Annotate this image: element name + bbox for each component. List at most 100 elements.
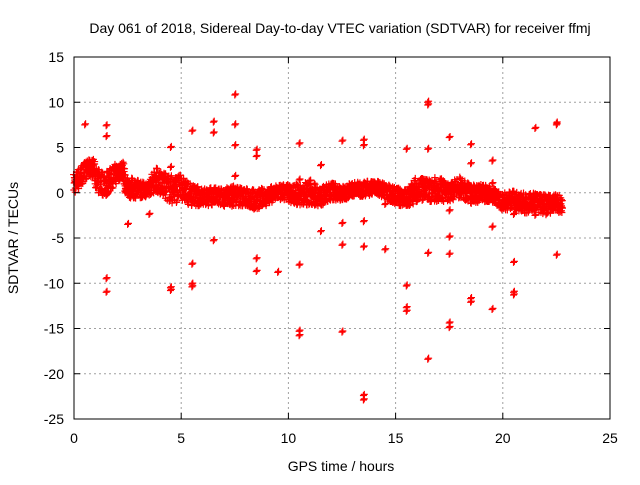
outlier-point (489, 179, 497, 187)
outlier-point (210, 236, 218, 244)
outlier-point (317, 228, 325, 236)
outlier-point (360, 242, 368, 250)
outlier-point (296, 260, 304, 268)
outlier-point (209, 118, 217, 126)
outlier-point (102, 191, 110, 199)
outlier-point (488, 223, 496, 231)
outlier-point (510, 290, 518, 298)
outlier-point (296, 331, 304, 339)
outlier-point (167, 142, 175, 150)
outlier-point (488, 180, 496, 188)
y-axis-label: SDTVAR / TECUs (5, 182, 21, 294)
outlier-point (296, 175, 304, 183)
outlier-point (295, 140, 303, 148)
outlier-point (425, 354, 433, 362)
outlier-point (402, 145, 410, 153)
outlier-point (467, 159, 475, 167)
outlier-point (166, 144, 174, 151)
outlier-point (553, 250, 561, 258)
outlier-point (402, 307, 410, 315)
outlier-point (252, 267, 260, 275)
outlier-point (381, 201, 389, 209)
outlier-point (232, 90, 240, 98)
band-point (71, 188, 79, 196)
band-point (183, 181, 191, 189)
outlier-point (102, 275, 110, 283)
outlier-point (103, 190, 111, 198)
outlier-point (253, 266, 261, 274)
band-point (121, 165, 129, 173)
outlier-point (552, 251, 560, 259)
outlier-point (445, 207, 453, 215)
y-tick-label: 10 (48, 94, 64, 110)
band-point (307, 176, 315, 184)
outlier-point (81, 121, 89, 129)
outlier-point (189, 126, 197, 134)
x-tick-label: 20 (495, 430, 511, 446)
outlier-point (103, 121, 111, 129)
band-point (311, 180, 319, 188)
band-point (558, 203, 566, 211)
y-tick-label: 15 (48, 49, 64, 65)
outlier-point (231, 91, 239, 99)
outlier-point (103, 132, 111, 140)
outlier-point (102, 133, 110, 141)
outlier-point (403, 281, 411, 289)
x-tick-label: 10 (281, 430, 297, 446)
outlier-point (338, 241, 346, 249)
outlier-point (445, 134, 453, 142)
outlier-point (489, 222, 497, 230)
outlier-point (467, 160, 475, 168)
outlier-point (210, 117, 218, 125)
outlier-point (189, 282, 197, 290)
outlier-point (103, 287, 111, 295)
outlier-point (531, 211, 539, 219)
outlier-point (360, 395, 368, 403)
outlier-point (295, 261, 303, 269)
outlier-point (232, 141, 240, 149)
outlier-point (381, 246, 389, 254)
outlier-point (231, 172, 239, 180)
band-point (407, 180, 415, 188)
outlier-point (317, 161, 325, 169)
outlier-point (339, 136, 347, 144)
outlier-point (275, 267, 283, 275)
outlier-point (188, 260, 196, 268)
band-point (449, 196, 457, 204)
y-tick-label: -10 (44, 275, 64, 291)
outlier-point (102, 122, 110, 130)
outlier-point (402, 282, 410, 290)
band-point (82, 175, 90, 183)
y-tick-label: 5 (56, 140, 64, 156)
outlier-point (232, 171, 240, 179)
x-tick-label: 5 (177, 430, 185, 446)
outlier-point (231, 121, 239, 129)
outlier-point (446, 323, 454, 331)
outlier-point (145, 210, 153, 218)
outlier-point (488, 305, 496, 313)
outlier-point (510, 209, 518, 217)
outlier-point (338, 220, 346, 228)
band-point (194, 183, 202, 191)
outlier-point (467, 140, 475, 148)
outlier-point (359, 142, 367, 150)
outlier-point (382, 199, 390, 207)
band-point (165, 178, 173, 186)
outlier-point (295, 332, 303, 340)
outlier-point (124, 220, 132, 228)
outlier-point (467, 141, 475, 149)
outlier-point (553, 120, 561, 128)
outlier-point (339, 240, 347, 248)
outlier-point (359, 218, 367, 226)
band-point (184, 200, 192, 208)
outlier-point (209, 237, 217, 245)
outlier-point (467, 298, 475, 306)
band-point (558, 197, 566, 205)
data-points-layer (70, 90, 566, 404)
outlier-point (167, 162, 175, 170)
outlier-point (445, 233, 453, 241)
outlier-point (338, 137, 346, 145)
band-point (418, 196, 426, 204)
outlier-point (510, 210, 518, 218)
